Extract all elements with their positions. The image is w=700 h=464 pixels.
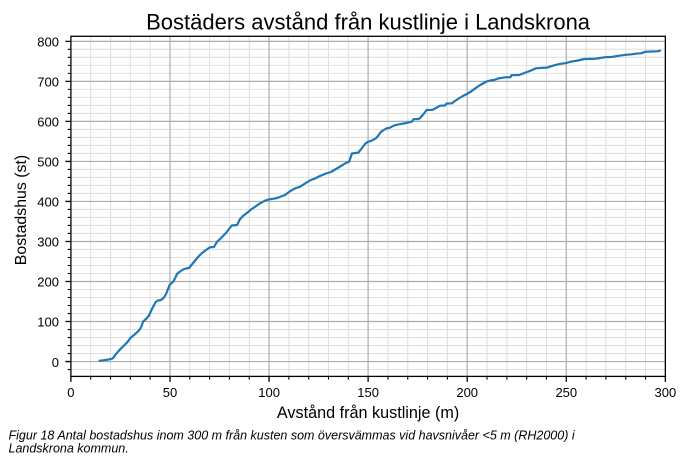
svg-text:Bostadshus (st): Bostadshus (st) — [13, 155, 30, 265]
svg-text:100: 100 — [258, 385, 280, 400]
svg-text:600: 600 — [37, 115, 59, 130]
svg-text:250: 250 — [555, 385, 577, 400]
svg-text:150: 150 — [357, 385, 379, 400]
svg-text:400: 400 — [37, 195, 59, 210]
svg-text:Avstånd från kustlinje (m): Avstånd från kustlinje (m) — [277, 404, 459, 422]
svg-text:Landskrona kommun.: Landskrona kommun. — [9, 441, 129, 455]
svg-text:50: 50 — [163, 385, 177, 400]
svg-text:0: 0 — [52, 355, 59, 370]
svg-text:700: 700 — [37, 75, 59, 90]
svg-text:100: 100 — [37, 315, 59, 330]
svg-text:500: 500 — [37, 155, 59, 170]
svg-text:300: 300 — [37, 235, 59, 250]
svg-text:Figur 18 Antal bostadshus inom: Figur 18 Antal bostadshus inom 300 m frå… — [9, 429, 576, 443]
svg-text:300: 300 — [655, 385, 677, 400]
svg-text:0: 0 — [67, 385, 74, 400]
svg-text:200: 200 — [456, 385, 478, 400]
svg-text:800: 800 — [37, 35, 59, 50]
svg-text:200: 200 — [37, 275, 59, 290]
svg-text:Bostäders avstånd från kustlin: Bostäders avstånd från kustlinje i Lands… — [146, 10, 591, 35]
